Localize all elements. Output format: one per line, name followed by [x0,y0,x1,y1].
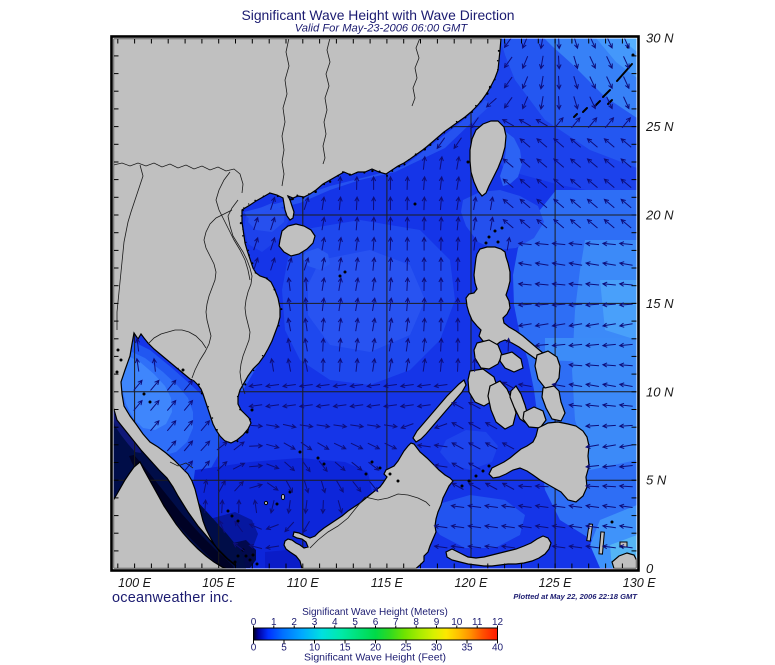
svg-text:25: 25 [400,643,412,654]
svg-text:Valid For May-23-2006 06:00 GM: Valid For May-23-2006 06:00 GMT [295,23,469,35]
svg-text:Plotted at May 22, 2006 22:18: Plotted at May 22, 2006 22:18 GMT [513,592,638,601]
svg-text:130 E: 130 E [623,576,657,590]
svg-text:0: 0 [646,561,654,576]
svg-text:8: 8 [413,617,419,628]
svg-text:115 E: 115 E [371,576,404,590]
svg-text:6: 6 [373,617,379,628]
svg-text:25 N: 25 N [645,119,674,134]
svg-text:5: 5 [281,643,287,654]
svg-text:10 N: 10 N [646,384,674,399]
svg-text:Significant Wave Height (Meter: Significant Wave Height (Meters) [302,607,448,618]
svg-text:20 N: 20 N [645,208,674,223]
svg-text:15: 15 [339,643,351,654]
svg-text:40: 40 [492,643,504,654]
svg-text:2: 2 [291,617,297,628]
svg-text:7: 7 [393,617,399,628]
svg-text:105 E: 105 E [202,576,236,590]
svg-text:oceanweather inc.: oceanweather inc. [112,590,233,606]
svg-text:Significant Wave Height with W: Significant Wave Height with Wave Direct… [241,7,514,23]
svg-text:5: 5 [352,617,358,628]
svg-text:30: 30 [431,643,443,654]
svg-text:9: 9 [434,617,440,628]
svg-text:0: 0 [251,617,257,628]
svg-text:Significant Wave Height (Feet): Significant Wave Height (Feet) [304,652,446,664]
svg-text:110 E: 110 E [287,576,320,590]
svg-text:120 E: 120 E [455,576,489,590]
svg-text:1: 1 [271,617,277,628]
svg-text:5 N: 5 N [646,473,667,488]
svg-text:12: 12 [492,617,504,628]
svg-text:20: 20 [370,643,382,654]
svg-text:10: 10 [451,617,463,628]
svg-text:30 N: 30 N [646,31,674,46]
svg-text:35: 35 [461,643,473,654]
svg-text:10: 10 [309,643,321,654]
svg-text:100 E: 100 E [118,576,152,590]
svg-text:15 N: 15 N [646,296,674,311]
svg-text:0: 0 [251,643,257,654]
svg-text:3: 3 [312,617,318,628]
svg-text:11: 11 [472,617,483,628]
svg-text:125 E: 125 E [539,576,573,590]
svg-text:4: 4 [332,617,338,628]
